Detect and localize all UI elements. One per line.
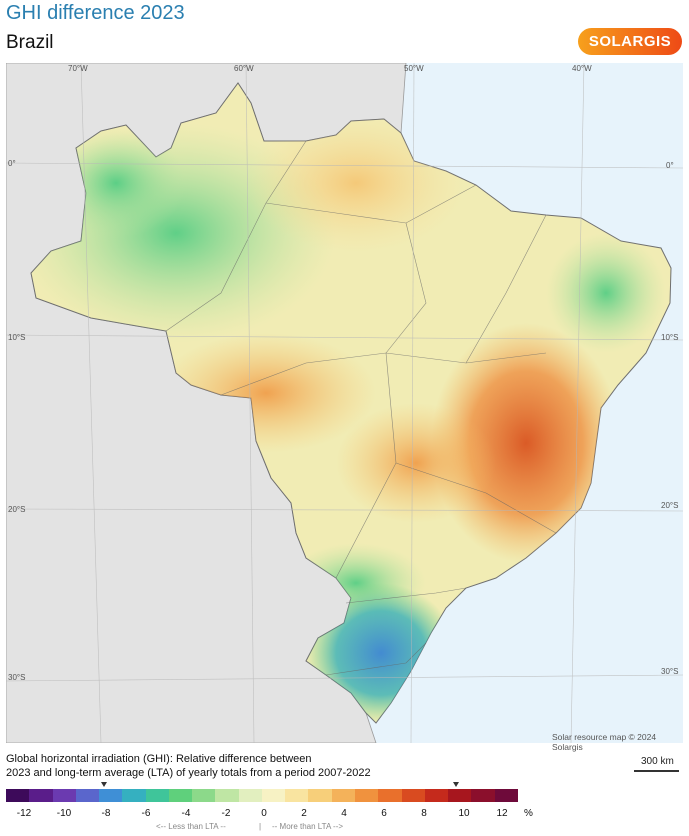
map-view: 70°W 60°W 50°W 40°W 0° 10°S 20°S 30°S 0°…: [6, 63, 683, 743]
legend-swatch: [354, 789, 379, 802]
lat-label: 0°: [8, 159, 16, 168]
lon-label: 60°W: [234, 64, 254, 73]
legend-swatch: [6, 789, 30, 802]
lon-label: 70°W: [68, 64, 88, 73]
lat-label: 30°S: [8, 673, 26, 682]
legend-tick-label: -12: [16, 808, 32, 819]
caption-line: 2023 and long-term average (LTA) of year…: [6, 767, 371, 779]
legend-tick-label: -10: [56, 808, 72, 819]
legend-swatch: [75, 789, 100, 802]
legend-swatch: [99, 789, 123, 802]
legend-marker-icon: [453, 782, 459, 787]
lon-label: 50°W: [404, 64, 424, 73]
caption-line: Global horizontal irradiation (GHI): Rel…: [6, 753, 312, 765]
legend-swatch: [215, 789, 239, 802]
lat-label: 20°S: [661, 501, 679, 510]
legend-swatch: [448, 789, 472, 802]
color-legend: -12 -10 -8 -6 -4 -2 0 2 4 6 8 10 12 %: [6, 786, 533, 819]
legend-swatch: [52, 789, 76, 802]
legend-caption: Global horizontal irradiation (GHI): Rel…: [6, 752, 426, 780]
legend-swatch: [308, 789, 332, 802]
legend-tick-label: 12: [496, 808, 508, 819]
legend-tick-label: -2: [221, 808, 231, 819]
legend-swatch: [29, 789, 53, 802]
legend-colorbar: [6, 789, 518, 802]
legend-swatch: [471, 789, 495, 802]
legend-swatch: [285, 789, 309, 802]
legend-divider: |: [259, 822, 262, 831]
map-title: GHI difference 2023: [6, 2, 185, 24]
legend-swatch: [424, 789, 449, 802]
legend-swatch: [145, 789, 169, 802]
legend-marker-icon: [101, 782, 107, 787]
legend-swatch: [192, 789, 216, 802]
legend-swatch: [401, 789, 425, 802]
lon-label: 40°W: [572, 64, 592, 73]
legend-tick-label: 2: [301, 808, 307, 819]
legend-tick-label: -8: [101, 808, 111, 819]
lat-label: 30°S: [661, 667, 679, 676]
legend-tick-label: 6: [381, 808, 387, 819]
legend-tick-label: 10: [458, 808, 470, 819]
solargis-logo: SOLARGIS: [578, 28, 682, 55]
map-credit: Solar resource map © 2024 Solargis: [552, 732, 657, 752]
legend-tick-label: 0: [261, 808, 267, 819]
lat-label: 20°S: [8, 505, 26, 514]
legend-tick-label: -4: [181, 808, 191, 819]
legend-swatch: [331, 789, 355, 802]
legend-swatch: [378, 789, 402, 802]
legend-tick-label: 4: [341, 808, 347, 819]
map-subtitle: Brazil: [6, 32, 54, 53]
legend-unit: %: [524, 808, 533, 819]
legend-less-note: <-- Less than LTA --: [156, 822, 226, 831]
lat-label: 10°S: [661, 333, 679, 342]
scale-label: 300 km: [641, 756, 674, 767]
lat-label: 10°S: [8, 333, 26, 342]
scale-bar: [634, 770, 679, 772]
lat-label: 0°: [666, 161, 674, 170]
legend-swatch: [168, 789, 193, 802]
legend-swatch: [122, 789, 146, 802]
legend-tick-label: 8: [421, 808, 427, 819]
legend-swatch: [238, 789, 262, 802]
legend-swatch: [494, 789, 518, 802]
legend-more-note: -- More than LTA -->: [272, 822, 344, 831]
legend-tick-label: -6: [141, 808, 151, 819]
legend-swatch: [261, 789, 286, 802]
